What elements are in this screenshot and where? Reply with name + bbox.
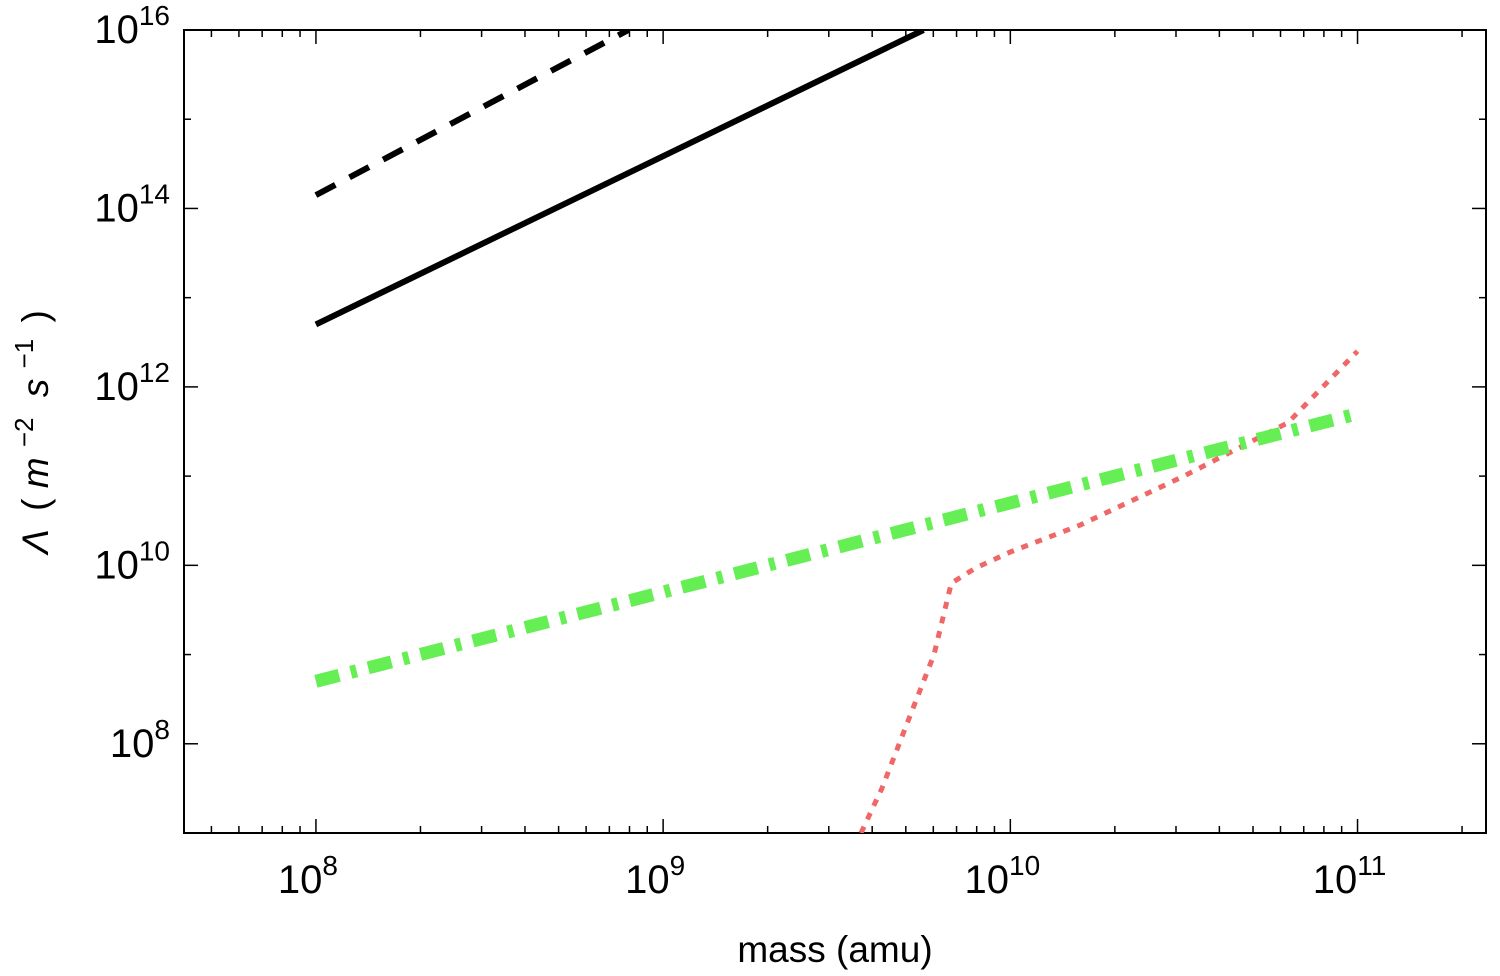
series-red-dotted xyxy=(858,349,1360,833)
y-axis-title-s: s xyxy=(15,379,56,398)
x-tick-label-base: 10 xyxy=(625,858,670,902)
y-tick-label-base: 10 xyxy=(110,722,155,766)
y-axis-title-s-exp: −1 xyxy=(9,339,39,369)
plot-border xyxy=(183,29,1487,834)
y-tick-label: 1010 xyxy=(94,535,170,587)
y-tick-label-base: 10 xyxy=(94,186,139,230)
y-tick-label: 1012 xyxy=(94,357,170,409)
y-axis-title-open: ( xyxy=(15,498,56,511)
series-layer xyxy=(314,30,1360,833)
y-tick-label-base: 10 xyxy=(94,543,139,587)
x-tick-label-exp: 11 xyxy=(1357,850,1386,881)
x-tick-label-base: 10 xyxy=(278,858,323,902)
y-tick-label-exp: 16 xyxy=(139,0,170,31)
x-tick-label-exp: 10 xyxy=(1009,850,1040,881)
x-tick-label-exp: 9 xyxy=(670,850,686,881)
x-tick-label-base: 10 xyxy=(1313,858,1358,902)
y-axis-title-close: ) xyxy=(15,310,56,322)
y-axis-title: Λ ( m −2 s −1 ) xyxy=(0,310,56,556)
series-black-dashed xyxy=(314,30,630,198)
y-tick-label-base: 10 xyxy=(94,365,139,409)
y-tick-label: 1016 xyxy=(94,0,170,52)
plot-frame xyxy=(183,29,1487,834)
y-axis-title-symbol: Λ xyxy=(15,529,56,556)
y-tick-label-exp: 14 xyxy=(139,178,170,209)
y-axis-title-m-exp: −2 xyxy=(9,417,39,447)
x-tick-label: 109 xyxy=(625,850,685,902)
x-tick-label: 108 xyxy=(278,850,338,902)
series-green-dash-dot xyxy=(314,407,1360,688)
x-tick-label: 1011 xyxy=(1313,850,1387,902)
y-tick-label-base: 10 xyxy=(94,8,139,52)
y-tick-label-exp: 12 xyxy=(139,357,170,388)
y-axis-title-m: m xyxy=(15,457,56,488)
y-tick-label: 1014 xyxy=(94,178,170,230)
y-tick-label-exp: 8 xyxy=(154,714,170,745)
y-tick-label-exp: 10 xyxy=(139,535,170,566)
y-tick-label: 108 xyxy=(110,714,170,766)
x-axis-title: mass (amu) xyxy=(737,929,932,970)
x-tick-label-exp: 8 xyxy=(322,850,338,881)
x-tick-label: 1010 xyxy=(965,850,1041,902)
x-tick-label-base: 10 xyxy=(965,858,1010,902)
x-axis-ticks: 108 109 1010 1011 xyxy=(210,30,1463,902)
series-black-solid xyxy=(314,30,925,328)
